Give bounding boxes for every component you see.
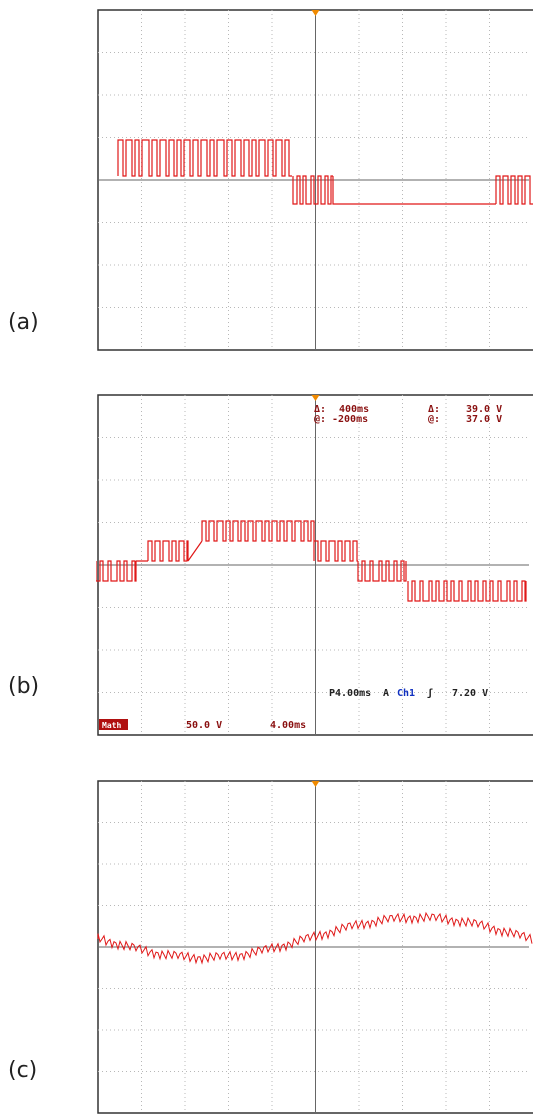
readout-math-time: 4.00ms xyxy=(270,720,306,731)
readout-delta-v-sym: Δ: xyxy=(428,404,440,415)
readout-math-scale: 50.0 V xyxy=(186,720,222,731)
readout-trigger-slope: ʃ xyxy=(427,688,433,699)
scope-screen-b: Δ: 400ms Δ: 39.0 V @: -200ms @: 37.0 V P… xyxy=(96,393,533,737)
trace-c-filtered xyxy=(97,911,533,965)
readout-at-v: 37.0 V xyxy=(466,414,502,425)
grid-b xyxy=(97,394,533,736)
panel-label-c: (c) xyxy=(8,1058,38,1083)
readout-delta-time: 400ms xyxy=(339,404,369,415)
trace-b-multilevel xyxy=(96,520,527,602)
scope-svg-c xyxy=(97,780,533,1114)
panel-label-b: (b) xyxy=(8,674,40,699)
panel-label-a: (a) xyxy=(8,310,39,335)
readout-at-time-sym: @: xyxy=(314,414,326,425)
trigger-marker xyxy=(311,395,320,401)
readout-delta-time-sym: Δ: xyxy=(314,404,326,415)
trigger-marker xyxy=(311,10,320,16)
readout-trigger-level: 7.20 V xyxy=(452,688,488,699)
scope-svg-a xyxy=(97,9,533,351)
trace-a-return xyxy=(495,175,533,205)
grid-a xyxy=(97,9,533,351)
math-badge xyxy=(99,719,128,730)
scope-screen-c xyxy=(96,779,533,1115)
readout-channel: Ch1 xyxy=(397,688,415,699)
trace-a-positive xyxy=(117,139,292,177)
readout-trigger-source: A xyxy=(383,688,389,699)
trigger-marker xyxy=(311,781,320,787)
math-badge-label: Math xyxy=(102,721,121,730)
readout-at-v-sym: @: xyxy=(428,414,440,425)
grid-c xyxy=(97,780,533,1114)
scope-svg-b: Δ: 400ms Δ: 39.0 V @: -200ms @: 37.0 V P… xyxy=(96,394,533,736)
readout-at-time: -200ms xyxy=(332,414,368,425)
trace-a-negative xyxy=(292,175,496,205)
scope-screen-a xyxy=(96,8,533,352)
readout-delta-v: 39.0 V xyxy=(466,404,502,415)
readout-horizontal: P4.00ms xyxy=(329,688,371,699)
